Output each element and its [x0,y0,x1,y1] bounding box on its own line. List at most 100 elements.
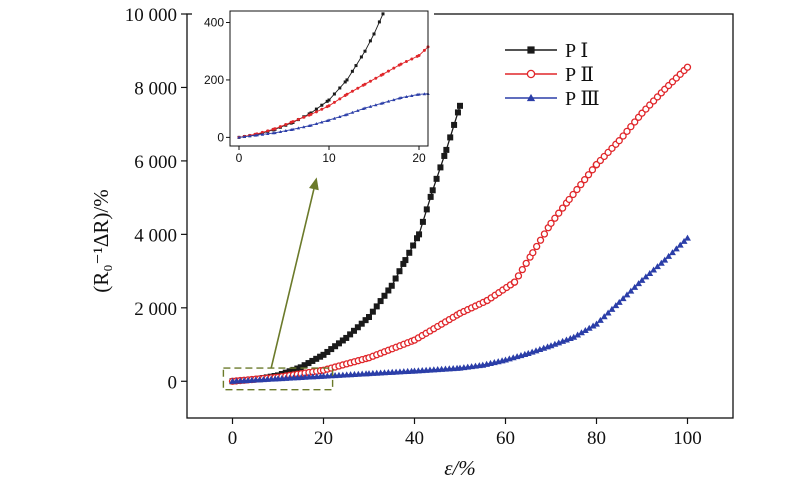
series-line-3 [232,237,688,382]
data-point-series-2 [615,137,623,145]
data-point-series-3 [585,324,593,331]
inset-data-point-series-2 [278,125,282,129]
legend-label-1: P Ⅰ [565,40,588,62]
inset-data-point-series-3 [386,99,391,103]
inset-series-group [237,12,430,139]
inset-data-point-series-2 [410,57,414,61]
inset-data-point-series-3 [374,103,378,107]
inset-data-point-series-3 [291,127,295,131]
inset-data-point-series-3 [399,96,403,100]
inset-series-line-3 [238,93,429,138]
inset-data-point-series-2 [314,110,318,114]
inset-data-point-series-3 [237,135,241,139]
y-tick-label: 8 000 [134,78,177,99]
main-series-group [228,63,692,385]
inset-data-point-series-3 [296,126,301,130]
inset-data-point-series-3 [320,120,324,124]
data-point-series-2 [565,195,573,204]
data-point-series-1 [381,292,388,299]
inset-data-point-series-3 [345,112,349,116]
inset-data-point-series-1 [314,107,318,111]
main-plot-frame [186,13,734,419]
data-point-series-1 [354,324,361,331]
data-point-series-1 [443,146,450,153]
data-point-series-1 [350,327,357,334]
inset-data-point-series-1 [363,49,367,53]
data-point-series-1 [286,368,293,375]
inset-data-point-series-3 [255,133,259,137]
legend: P ⅠP ⅡP Ⅲ [505,40,600,110]
data-point-series-2 [536,236,545,244]
x-tick-label: 80 [587,428,606,449]
data-point-series-3 [570,333,578,340]
data-point-series-2 [631,118,639,126]
data-point-series-2 [547,219,555,227]
inset-data-point-series-3 [273,131,277,135]
data-point-series-3 [600,313,608,320]
data-point-series-2 [514,272,523,280]
data-point-series-1 [410,242,417,249]
inset-data-point-series-3 [327,118,331,122]
inset-data-point-series-2 [284,122,288,126]
data-point-series-1 [427,193,434,200]
inset-data-point-series-1 [350,69,354,73]
inset-data-point-series-1 [377,20,381,24]
data-point-series-1 [392,275,399,282]
data-point-series-3 [619,295,627,302]
data-point-series-3 [615,298,623,305]
inset-y-tick-label: 0 [217,130,224,144]
data-point-series-3 [661,256,669,263]
y-tick-label: 6 000 [134,152,177,173]
x-tick-label: 100 [673,428,702,449]
legend-label-3: P Ⅲ [565,88,600,110]
x-axis-label: ε/% [444,456,476,480]
data-point-series-1 [441,152,448,159]
data-point-series-1 [419,218,426,225]
inset-x-tick-label: 20 [412,151,426,165]
data-point-series-2 [533,242,541,251]
data-point-series-3 [676,241,684,248]
legend-marker-2 [526,69,536,79]
inset-data-point-series-1 [372,32,376,36]
data-point-series-3 [596,316,604,323]
data-point-series-1 [309,357,316,364]
legend-marker-3 [526,93,536,102]
inset-data-point-series-1 [359,55,363,59]
x-tick-label: 60 [496,428,515,449]
data-point-series-3 [635,280,643,287]
inset-data-point-series-3 [381,101,385,105]
inset-data-point-series-3 [302,125,306,129]
legend-marker-1 [527,46,535,54]
inset-data-point-series-2 [273,127,277,131]
data-point-series-2 [584,171,593,179]
data-point-series-1 [305,360,312,367]
data-point-series-3 [665,252,673,259]
data-point-series-1 [313,355,320,362]
data-point-series-1 [320,351,327,358]
inset-data-point-series-2 [404,60,408,64]
y-tick-label: 4 000 [134,225,177,246]
inset-data-point-series-2 [417,54,421,58]
data-point-series-1 [388,282,395,289]
zoom-arrow-head [309,177,319,191]
inset-data-point-series-3 [242,134,247,138]
data-point-series-2 [558,204,567,212]
data-point-series-1 [429,187,436,194]
inset-x-tick-label: 0 [236,151,243,165]
data-point-series-1 [406,249,413,256]
data-point-series-2 [619,132,627,140]
inset-data-point-series-3 [404,94,409,99]
inset-data-point-series-3 [284,128,288,133]
data-point-series-1 [433,175,440,182]
data-point-series-1 [358,320,365,327]
inset-data-point-series-2 [338,97,342,101]
data-point-series-2 [627,123,635,131]
inset-background [192,7,434,168]
data-point-series-2 [581,176,589,184]
inset-data-point-series-1 [320,103,324,107]
inset-data-point-series-2 [266,129,270,133]
data-point-series-2 [518,265,526,274]
inset-data-point-series-2 [302,115,306,119]
